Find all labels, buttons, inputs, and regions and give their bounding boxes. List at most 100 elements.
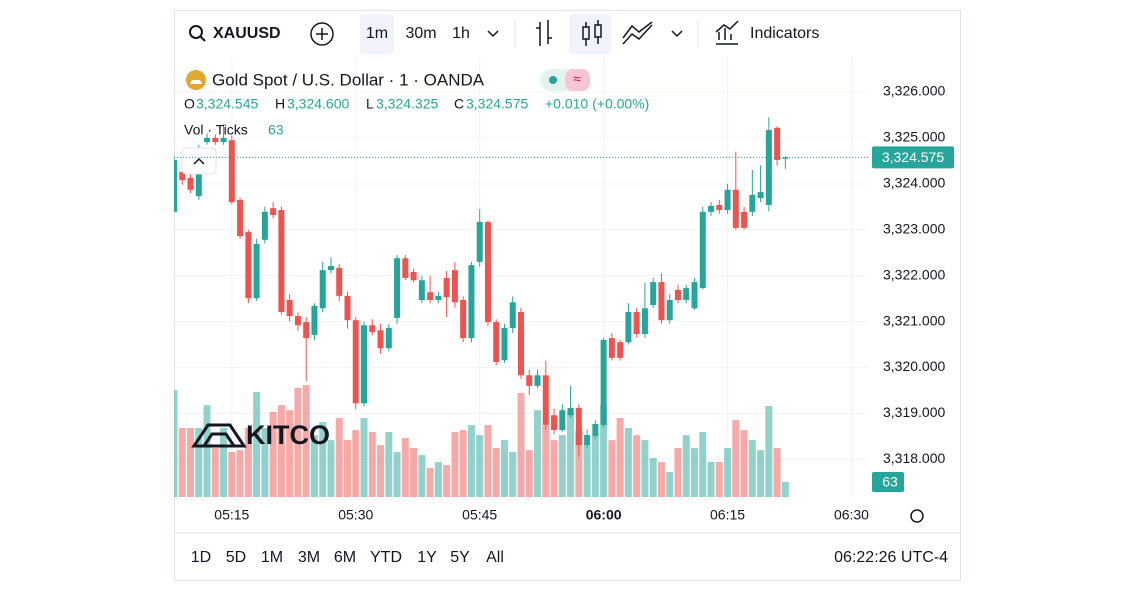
- ohlc-value: 3,324.575: [466, 96, 528, 112]
- candle-body: [493, 322, 500, 362]
- candle-body: [311, 305, 318, 335]
- candle-body: [741, 211, 748, 228]
- range-button[interactable]: 1Y: [417, 549, 437, 566]
- watermark-logo: [191, 423, 247, 448]
- volume-bar: [236, 450, 244, 497]
- volume-bar: [525, 450, 533, 497]
- x-tick-label: 05:45: [462, 507, 497, 523]
- last-price-label: 3,324.575: [882, 149, 944, 165]
- volume-bar: [319, 422, 327, 497]
- candle-body: [344, 295, 351, 321]
- dropdown[interactable]: [487, 30, 499, 38]
- y-tick-label: 3,322.000: [883, 266, 945, 282]
- volume-bar: [459, 430, 467, 497]
- volume-bar: [269, 412, 277, 497]
- interval[interactable]: 1h: [452, 25, 470, 42]
- volume-bar: [360, 417, 368, 497]
- interval[interactable]: 1m: [366, 25, 388, 42]
- search-icon[interactable]: [189, 25, 203, 39]
- range-button[interactable]: 1D: [191, 549, 211, 566]
- volume-bar: [302, 385, 310, 497]
- y-tick-label: 3,323.000: [883, 220, 945, 236]
- indicators-button[interactable]: Indicators: [750, 25, 819, 42]
- candle-body: [592, 423, 599, 436]
- volume-bar: [244, 427, 252, 497]
- y-tick-label: 3,319.000: [883, 404, 945, 420]
- volume-bar: [748, 440, 756, 497]
- volume-bar: [699, 432, 707, 497]
- candle-body: [708, 205, 715, 212]
- symbol[interactable]: XAUUSD: [213, 25, 281, 42]
- candle-body: [658, 282, 665, 321]
- market-open-dot: [549, 76, 557, 84]
- volume-bar: [261, 427, 269, 497]
- volume-badge: [872, 472, 904, 493]
- volume-bar: [426, 467, 434, 497]
- candle-body: [294, 316, 301, 326]
- range-button[interactable]: 5D: [226, 549, 246, 566]
- candle-body: [782, 157, 789, 159]
- volume-bar: [707, 462, 715, 497]
- candle-body: [534, 375, 541, 386]
- volume-bar: [327, 440, 335, 497]
- ohlc-value: 3,324.600: [287, 96, 349, 112]
- ohlc-change: +0.010 (+0.00%): [545, 96, 649, 112]
- volume-bar: [732, 420, 740, 497]
- y-tick-label: 3,324.000: [883, 175, 945, 191]
- volume-bar: [608, 440, 616, 497]
- collapse-legend[interactable]: [181, 147, 217, 175]
- plus-icon: [316, 28, 328, 40]
- candle-body: [468, 265, 475, 339]
- range-button[interactable]: 1M: [261, 549, 283, 566]
- range-button[interactable]: YTD: [370, 549, 402, 566]
- symbol-logo: [190, 80, 202, 84]
- volume-bar: [187, 427, 195, 497]
- dropdown[interactable]: [671, 30, 683, 38]
- status-pill: [565, 69, 590, 91]
- settings-icon[interactable]: [910, 509, 924, 523]
- interval[interactable]: 30m: [405, 25, 436, 42]
- bars-icon[interactable]: [536, 20, 552, 46]
- volume-bar: [715, 462, 723, 497]
- collapse-icon: [193, 157, 205, 165]
- candle-body: [418, 280, 425, 301]
- add-symbol[interactable]: [310, 22, 334, 46]
- interval-active: [360, 14, 394, 54]
- candle-body: [633, 311, 640, 334]
- indicators-icon: [715, 20, 739, 45]
- volume-bar: [757, 450, 765, 497]
- candle-body: [559, 410, 566, 430]
- y-tick-label: 3,318.000: [883, 450, 945, 466]
- y-tick-label: 3,320.000: [883, 358, 945, 374]
- range-button[interactable]: 5Y: [450, 549, 470, 566]
- volume-bar: [174, 390, 178, 497]
- y-tick-label: 3,321.000: [883, 312, 945, 328]
- candle-body: [542, 375, 549, 425]
- volume-bar: [674, 447, 682, 497]
- candle-body: [427, 292, 434, 301]
- volume-legend-value: 63: [268, 122, 284, 138]
- x-tick-label: 06:30: [834, 507, 869, 523]
- watermark: KITCO: [246, 420, 330, 450]
- candle-body: [608, 338, 615, 358]
- x-tick-label: 06:15: [710, 507, 745, 523]
- candle-body: [732, 189, 739, 228]
- candle-body: [187, 177, 194, 190]
- ohlc-prefix: H: [275, 96, 285, 112]
- candle-body: [518, 311, 524, 376]
- volume-bar: [550, 440, 558, 497]
- volume-bar: [591, 435, 599, 497]
- range-button[interactable]: 3M: [298, 549, 320, 566]
- delay-icon: ≈: [573, 71, 581, 87]
- range-button[interactable]: All: [486, 549, 504, 566]
- candle-body: [319, 270, 326, 309]
- volume-bar: [393, 452, 401, 497]
- chart-type-active[interactable]: [569, 14, 611, 54]
- volume-bar: [509, 452, 517, 497]
- area-icon[interactable]: [622, 21, 653, 45]
- volume-bar: [616, 417, 624, 497]
- range-button[interactable]: 6M: [334, 549, 356, 566]
- volume-bar: [410, 447, 418, 497]
- x-tick-label: 05:15: [214, 507, 249, 523]
- candle-body: [327, 266, 334, 271]
